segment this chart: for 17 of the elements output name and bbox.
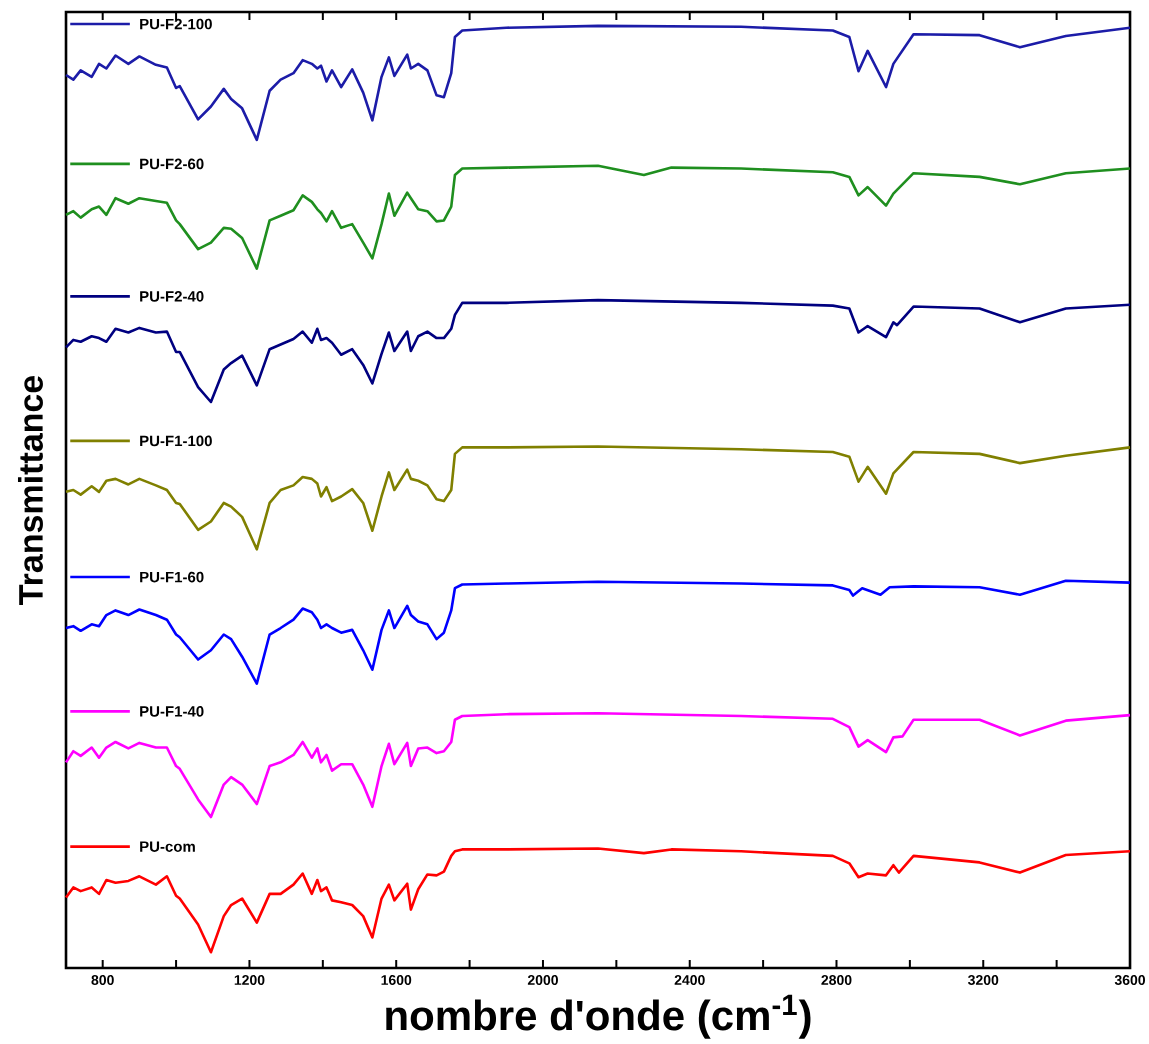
legend-label: PU-F1-60 (140, 571, 204, 583)
legend-label: PU-F2-60 (140, 158, 204, 170)
y-axis-title: Transmittance (17, 375, 43, 605)
x-tick-label: 800 (91, 975, 114, 985)
x-tick-label: 2000 (527, 975, 558, 985)
x-axis-title: nombre d'onde (cm$^{-1}$) (386, 994, 811, 1039)
x-tick-label: 2800 (821, 975, 852, 985)
legend-label: PU-F1-100 (140, 435, 212, 447)
legend-label: PU-com (140, 841, 195, 852)
legend-label: PU-F1-40 (140, 706, 204, 717)
x-tick-label: 2400 (674, 975, 705, 985)
x-tick-label: 3200 (967, 975, 999, 985)
legend-label: PU-F2-40 (140, 291, 204, 302)
x-tick-label: 3600 (1114, 975, 1146, 985)
legend-label: PU-F2-100 (140, 18, 212, 30)
x-tick-label: 1600 (381, 975, 412, 985)
x-tick-label: 1200 (234, 975, 265, 985)
